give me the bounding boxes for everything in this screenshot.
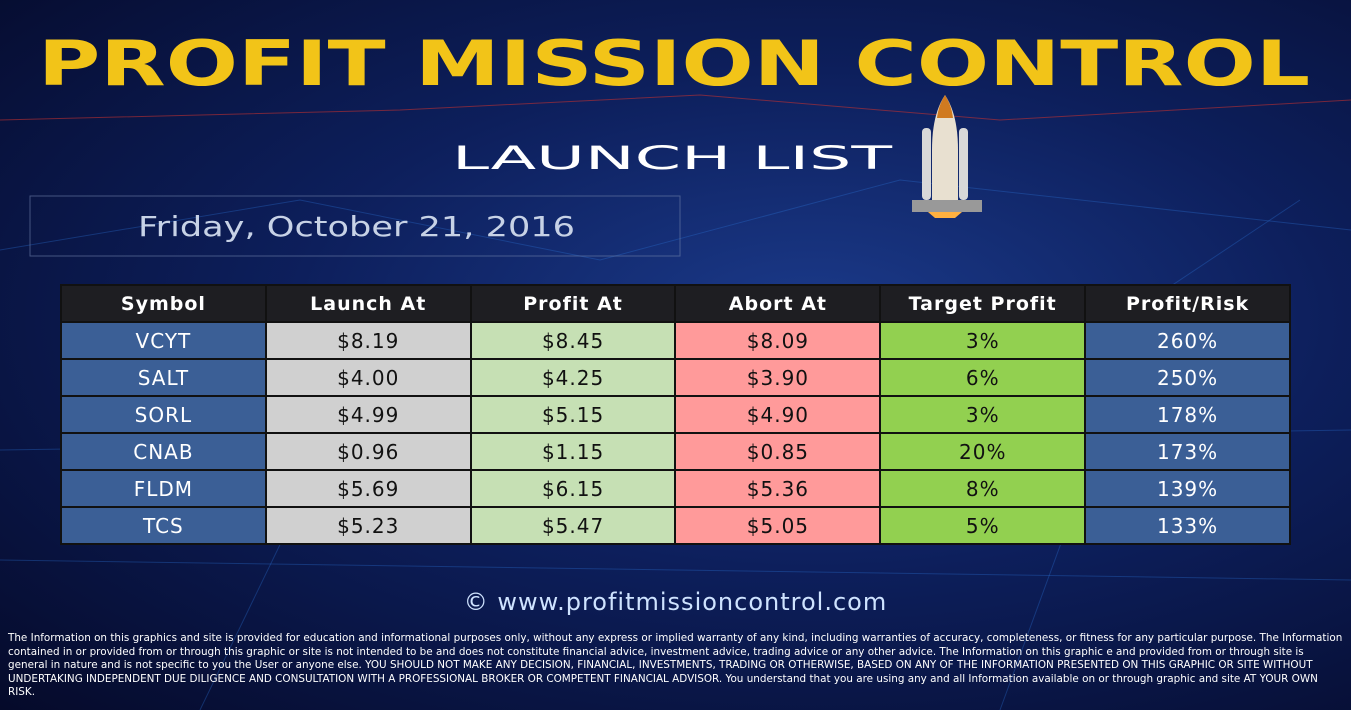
table-cell: 139% bbox=[1084, 469, 1291, 508]
table-cell: SALT bbox=[60, 358, 267, 397]
table-cell: 250% bbox=[1084, 358, 1291, 397]
table-cell: 133% bbox=[1084, 506, 1291, 545]
table-cell: $4.90 bbox=[674, 395, 882, 434]
table-cell: $3.90 bbox=[674, 358, 882, 397]
table-cell: $8.19 bbox=[264, 321, 472, 360]
launch-table: Symbol Launch At Profit At Abort At Target P… bbox=[60, 284, 1291, 545]
table-row: SALT $4.00 $4.25 $3.90 6% 250% bbox=[60, 358, 1291, 397]
table-cell: $5.15 bbox=[469, 395, 677, 434]
table-cell: $1.15 bbox=[469, 432, 677, 471]
table-cell: $5.05 bbox=[674, 506, 882, 545]
table-row: VCYT $8.19 $8.45 $8.09 3% 260% bbox=[60, 321, 1291, 360]
table-cell: 173% bbox=[1084, 432, 1291, 471]
table-cell: $4.25 bbox=[469, 358, 677, 397]
rocket-icon bbox=[912, 95, 982, 218]
table-cell: TCS bbox=[60, 506, 267, 545]
subtitle: LAUNCH LIST bbox=[452, 139, 893, 177]
table-cell: $5.47 bbox=[469, 506, 677, 545]
date: Friday, October 21, 2016 bbox=[138, 210, 575, 243]
column-header: Launch At bbox=[264, 284, 472, 323]
table-cell: 6% bbox=[879, 358, 1087, 397]
table-cell: $6.15 bbox=[469, 469, 677, 508]
table-cell: 8% bbox=[879, 469, 1087, 508]
table-cell: $4.99 bbox=[264, 395, 472, 434]
table-cell: 178% bbox=[1084, 395, 1291, 434]
column-header: Profit At bbox=[469, 284, 677, 323]
table-cell: 3% bbox=[879, 395, 1087, 434]
table-cell: CNAB bbox=[60, 432, 267, 471]
table-row: CNAB $0.96 $1.15 $0.85 20% 173% bbox=[60, 432, 1291, 471]
column-header: Target Profit bbox=[879, 284, 1087, 323]
table-cell: 260% bbox=[1084, 321, 1291, 360]
table-row: SORL $4.99 $5.15 $4.90 3% 178% bbox=[60, 395, 1291, 434]
table-cell: $4.00 bbox=[264, 358, 472, 397]
table-row: FLDM $5.69 $6.15 $5.36 8% 139% bbox=[60, 469, 1291, 508]
disclaimer: The Information on this graphics and sit… bbox=[8, 632, 1343, 698]
table-row: TCS $5.23 $5.47 $5.05 5% 133% bbox=[60, 506, 1291, 545]
table-cell: FLDM bbox=[60, 469, 267, 508]
table-cell: $8.45 bbox=[469, 321, 677, 360]
title: PROFIT MISSION CONTROL bbox=[38, 27, 1310, 100]
table-cell: 20% bbox=[879, 432, 1087, 471]
date-frame bbox=[29, 195, 681, 257]
table-cell: 3% bbox=[879, 321, 1087, 360]
table-cell: $0.96 bbox=[264, 432, 472, 471]
table-cell: $5.69 bbox=[264, 469, 472, 508]
table-cell: $5.36 bbox=[674, 469, 882, 508]
column-header: Abort At bbox=[674, 284, 882, 323]
table-cell: $0.85 bbox=[674, 432, 882, 471]
website: © www.profitmissioncontrol.com bbox=[463, 588, 888, 616]
table-cell: SORL bbox=[60, 395, 267, 434]
column-header: Symbol bbox=[60, 284, 267, 323]
table-cell: $8.09 bbox=[674, 321, 882, 360]
column-header: Profit/Risk bbox=[1084, 284, 1291, 323]
table-cell: $5.23 bbox=[264, 506, 472, 545]
table-cell: 5% bbox=[879, 506, 1087, 545]
table-cell: VCYT bbox=[60, 321, 267, 360]
